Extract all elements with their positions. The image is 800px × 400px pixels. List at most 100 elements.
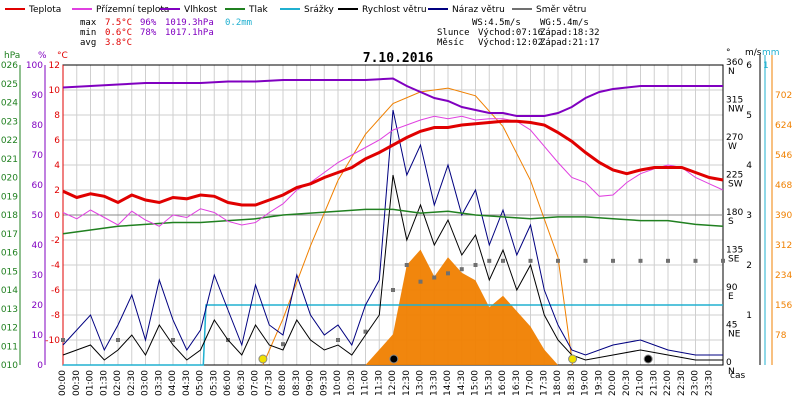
- dir-tick-label: E: [728, 292, 734, 302]
- wind-dir-point: [116, 338, 120, 342]
- time-tick: 16:00: [498, 370, 508, 396]
- wind-dir-point: [528, 258, 533, 263]
- temp-tick: -2: [51, 236, 60, 246]
- legend-label: Teplota: [28, 5, 61, 15]
- hpa-tick: 1018: [0, 211, 18, 221]
- time-tick: 13:30: [429, 370, 439, 396]
- humidity-line: [62, 77, 723, 117]
- solar-radiation-area: [365, 249, 558, 365]
- time-tick: 17:30: [539, 370, 549, 396]
- time-tick: 15:30: [484, 370, 494, 396]
- dir-tick-label: NE: [728, 330, 741, 340]
- rad-tick: 546: [775, 151, 792, 161]
- wind-speed-info: WS:4.5m/s: [472, 18, 521, 28]
- sun-label: Slunce: [437, 28, 470, 38]
- wind-dir-point: [391, 288, 395, 292]
- pct-tick: 100: [26, 61, 43, 71]
- time-tick: 06:00: [223, 370, 233, 396]
- stat-value: avg: [80, 38, 96, 48]
- moonrise: Východ:12:02: [478, 38, 543, 48]
- temp-unit: °C: [57, 51, 68, 61]
- mm-tick: 1: [763, 61, 769, 71]
- wind-dir-point: [721, 258, 725, 263]
- time-tick: 07:30: [264, 370, 274, 396]
- time-tick: 00:00: [58, 370, 68, 396]
- ms-tick: 1: [746, 311, 752, 321]
- time-tick: 13:00: [416, 370, 426, 396]
- rad-tick: 78: [775, 331, 787, 341]
- moonset: Západ:21:17: [540, 38, 600, 48]
- temp-tick: 8: [54, 111, 60, 121]
- moonrise-marker: [389, 354, 399, 364]
- wind-dir-point: [446, 271, 450, 276]
- hpa-tick: 1024: [0, 99, 18, 109]
- hpa-tick: 1023: [0, 117, 18, 127]
- wind-dir-point: [432, 275, 437, 280]
- wind-dir-point: [281, 342, 285, 347]
- rad-tick: 624: [775, 121, 792, 131]
- hpa-unit: hPa: [4, 51, 20, 61]
- sunset-marker: [568, 354, 578, 364]
- temp-tick: 12: [49, 61, 60, 71]
- time-tick: 06:30: [237, 370, 247, 396]
- stat-value: 0.2mm: [225, 18, 252, 28]
- wind-dir-point: [583, 258, 588, 263]
- time-tick: 03:00: [141, 370, 151, 396]
- time-tick: 10:00: [333, 370, 343, 396]
- wind-dir-point: [693, 258, 698, 263]
- moonset-marker: [643, 354, 653, 364]
- hpa-tick: 1025: [0, 80, 18, 90]
- ms-tick: 2: [746, 261, 752, 271]
- wind-dir-point: [666, 258, 670, 263]
- ms-tick: 5: [746, 111, 752, 121]
- dir-tick-label: N: [728, 67, 735, 77]
- dir-tick: 0: [726, 358, 732, 368]
- time-tick: 04:30: [182, 370, 192, 396]
- dir-tick: 225: [726, 171, 743, 181]
- temp-tick: 2: [54, 186, 60, 196]
- wind-dir-point: [487, 258, 492, 263]
- time-tick: 11:00: [361, 370, 371, 396]
- pct-tick: 40: [32, 241, 44, 251]
- time-tick: 17:00: [526, 370, 536, 396]
- wind-dir-point: [363, 329, 368, 334]
- time-tick: 00:30: [72, 370, 82, 396]
- ground-temp-line: [62, 115, 724, 227]
- time-tick: 02:00: [113, 370, 123, 396]
- time-tick: 11:30: [374, 370, 384, 396]
- dir-tick: 180: [726, 208, 743, 218]
- hpa-tick: 1014: [0, 286, 18, 296]
- temp-tick: 4: [54, 161, 60, 171]
- dir-tick: 315: [726, 96, 743, 106]
- chart-title: 7.10.2016: [363, 51, 434, 66]
- wind-gust-info: WG:5.4m/s: [540, 18, 589, 28]
- hpa-tick: 1012: [0, 324, 18, 334]
- rad-tick: 702: [775, 91, 792, 101]
- pressure-line: [62, 208, 724, 235]
- pct-tick: 10: [32, 331, 44, 341]
- time-label: čas: [730, 370, 745, 381]
- dir-tick-label: SE: [728, 255, 740, 265]
- stat-value: 3.8°C: [105, 38, 132, 48]
- stat-value: 1017.1hPa: [165, 28, 214, 38]
- legend: Teplota Přízemní teplota Vlhkost Tlak Srážky…: [5, 5, 586, 15]
- stat-value: max: [80, 18, 97, 28]
- legend-label: Rychlost větru: [362, 5, 427, 15]
- pct-tick: 90: [32, 91, 44, 101]
- time-tick: 22:30: [677, 370, 687, 396]
- temp-tick: -6: [51, 286, 60, 296]
- time-tick: 19:30: [594, 370, 604, 396]
- rad-tick: 468: [775, 181, 792, 191]
- temp-tick: -8: [51, 311, 60, 321]
- sunrise: Východ:07:16: [478, 28, 543, 38]
- legend-label: Tlak: [248, 5, 269, 15]
- wind-gust-line: [62, 109, 723, 356]
- time-tick: 08:00: [278, 370, 288, 396]
- time-tick: 20:30: [622, 370, 632, 396]
- pct-tick: 80: [32, 121, 44, 131]
- temperature-line: [62, 119, 724, 207]
- dir-tick-label: W: [728, 142, 737, 152]
- time-tick: 15:00: [471, 370, 481, 396]
